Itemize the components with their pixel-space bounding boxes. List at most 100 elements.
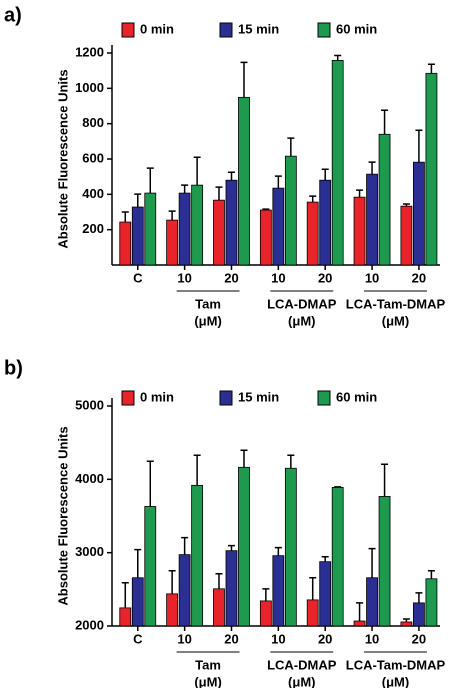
y-tick-label: 800 (82, 115, 104, 130)
bar (331, 60, 344, 266)
bar (353, 620, 366, 627)
bar (378, 133, 391, 266)
bar (272, 555, 285, 627)
bar (144, 192, 157, 266)
bar (259, 600, 272, 627)
error-bar (287, 454, 295, 469)
group-label: Tam (195, 296, 221, 311)
error-bar (134, 193, 142, 208)
group-label: LCA-Tam-DMAP (346, 657, 446, 672)
error-bar (181, 184, 189, 194)
y-tick-label: 5000 (75, 397, 104, 412)
error-bar (368, 547, 376, 578)
legend-label: 0 min (140, 21, 174, 36)
x-tick-label: 20 (412, 270, 426, 285)
group-label: LCA-DMAP (267, 657, 337, 672)
group-label: (μM) (382, 674, 409, 688)
bar (378, 496, 391, 627)
error-bar (309, 195, 317, 203)
x-tick-label: 10 (365, 270, 379, 285)
y-tick-label: 2000 (75, 617, 104, 632)
x-tick-label: 20 (224, 631, 238, 646)
x-tick-label: 10 (177, 270, 191, 285)
bar (272, 187, 285, 266)
bar (131, 577, 144, 627)
error-bar (274, 546, 282, 556)
bar (413, 161, 425, 266)
bar (213, 199, 225, 266)
x-tick-label: 10 (177, 631, 191, 646)
error-bar (274, 175, 282, 189)
error-bar (168, 570, 176, 594)
bar (119, 607, 132, 627)
x-tick-label: C (133, 631, 143, 646)
bar (225, 179, 238, 266)
error-bar (146, 460, 154, 507)
error-bar (368, 161, 376, 175)
bar (284, 155, 297, 266)
y-tick-label: 1200 (75, 44, 104, 59)
error-bar (381, 109, 389, 135)
legend-label: 60 min (336, 21, 377, 36)
error-bar (356, 602, 364, 622)
panel-label: a) (4, 4, 22, 26)
error-bar (134, 548, 142, 578)
error-bar (215, 573, 223, 589)
group-label: (μM) (288, 674, 315, 688)
y-tick-label: 600 (82, 150, 104, 165)
error-bar (356, 189, 364, 198)
legend-swatch (121, 22, 135, 38)
error-bar (168, 210, 176, 221)
bar (319, 561, 332, 627)
bar (306, 201, 319, 266)
bar (144, 506, 157, 627)
legend-swatch (317, 390, 331, 406)
x-tick-label: 20 (412, 631, 426, 646)
error-bar (415, 592, 423, 603)
bar (425, 72, 438, 266)
x-tick-label: 20 (318, 631, 332, 646)
y-axis-label: Absolute Fluorescence Units (55, 426, 70, 605)
legend-label: 15 min (238, 389, 279, 404)
x-tick-label: 10 (271, 631, 285, 646)
group-label: LCA-DMAP (267, 296, 337, 311)
bar (425, 578, 438, 627)
error-bar (415, 129, 423, 163)
error-bar (287, 137, 295, 157)
x-tick-label: 20 (224, 270, 238, 285)
bar (259, 209, 272, 266)
legend-swatch (219, 22, 233, 38)
error-bar (240, 449, 248, 468)
bar (400, 205, 413, 266)
error-bar (215, 186, 223, 201)
bar (238, 466, 250, 627)
bar (213, 588, 225, 627)
bar (284, 467, 297, 627)
bar (178, 192, 191, 266)
error-bar (121, 211, 129, 223)
error-bar (334, 54, 342, 61)
y-axis-label: Absolute Fluorescence Units (55, 69, 70, 248)
error-bar (309, 576, 317, 600)
x-tick-label: 10 (365, 631, 379, 646)
bar (413, 602, 425, 627)
group-label: Tam (195, 657, 221, 672)
bar (225, 550, 238, 627)
bar (366, 173, 378, 266)
bar (119, 221, 132, 266)
x-tick-label: 10 (271, 270, 285, 285)
error-bar (402, 203, 410, 207)
error-bar (121, 582, 129, 608)
error-bar (181, 536, 189, 555)
error-bar (381, 463, 389, 497)
error-bar (193, 156, 201, 186)
error-bar (262, 208, 270, 211)
group-label: (μM) (194, 674, 221, 688)
legend-label: 0 min (140, 389, 174, 404)
bar (366, 577, 378, 627)
legend-label: 60 min (336, 389, 377, 404)
error-bar (262, 588, 270, 601)
legend-swatch (219, 390, 233, 406)
group-label: (μM) (194, 313, 221, 328)
